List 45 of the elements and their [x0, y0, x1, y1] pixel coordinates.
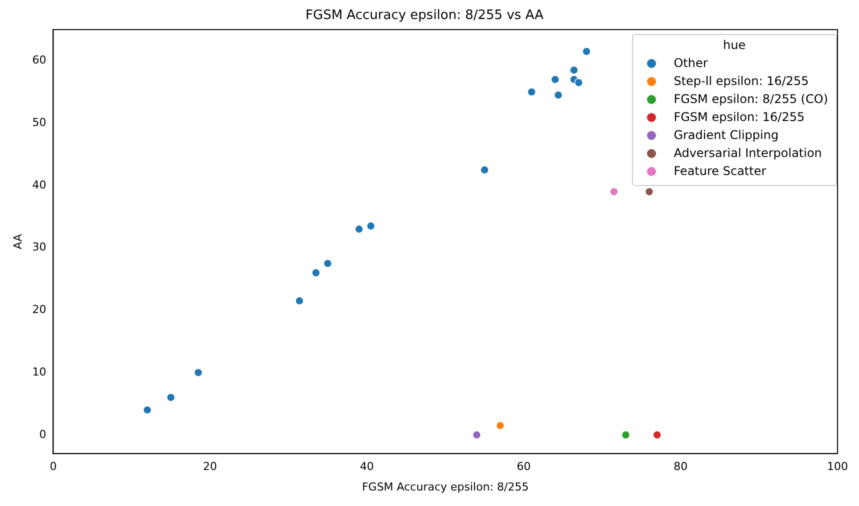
- y-tick-label: 10: [32, 365, 46, 378]
- point: [610, 187, 618, 196]
- point: [574, 78, 584, 87]
- legend-label: FGSM epsilon: 16/255: [674, 110, 805, 124]
- y-tick-label: 0: [39, 428, 46, 441]
- point: [354, 224, 364, 234]
- point: [550, 75, 560, 84]
- point: [295, 296, 304, 306]
- y-tick-label: 40: [32, 178, 46, 192]
- point: [194, 368, 203, 377]
- y-axis-title: AA: [11, 233, 24, 250]
- point: [480, 165, 489, 174]
- point: [166, 393, 176, 402]
- legend-title: hue: [722, 38, 747, 52]
- legend-label: Other: [674, 56, 708, 70]
- point: [652, 430, 662, 440]
- point: [621, 430, 630, 440]
- x-tick-label: 60: [516, 460, 531, 474]
- point: [644, 187, 654, 196]
- point: [496, 421, 505, 430]
- point: [366, 222, 376, 230]
- legend-label: Step-ll epsilon: 16/255: [674, 74, 809, 88]
- chart-title: FGSM Accuracy epsilon: 8/255 vs AA: [306, 8, 544, 24]
- legend-label: Feature Scatter: [674, 164, 766, 178]
- point: [554, 90, 563, 100]
- point: [323, 259, 332, 268]
- x-tick-label: 100: [827, 460, 848, 474]
- legend-label: Adversarial Interpolation: [674, 146, 822, 160]
- point: [142, 406, 152, 414]
- x-tick-label: 80: [674, 460, 688, 474]
- x-axis-title: FGSM Accuracy epsilon: 8/255: [362, 480, 529, 494]
- point: [527, 88, 536, 96]
- x-tick-label: 0: [50, 460, 57, 474]
- x-tick-label: 40: [360, 460, 374, 474]
- legend-label: Gradient Clipping: [674, 128, 779, 142]
- point: [570, 66, 578, 75]
- point: [582, 47, 591, 56]
- y-tick-label: 30: [32, 240, 46, 254]
- y-tick-label: 60: [32, 54, 46, 67]
- point: [312, 268, 320, 278]
- y-tick-label: 20: [32, 303, 46, 316]
- x-tick-label: 20: [203, 460, 218, 474]
- y-tick-label: 50: [32, 116, 46, 129]
- legend-label: FGSM epsilon: 8/255 (CO): [674, 92, 828, 106]
- point: [472, 430, 482, 440]
